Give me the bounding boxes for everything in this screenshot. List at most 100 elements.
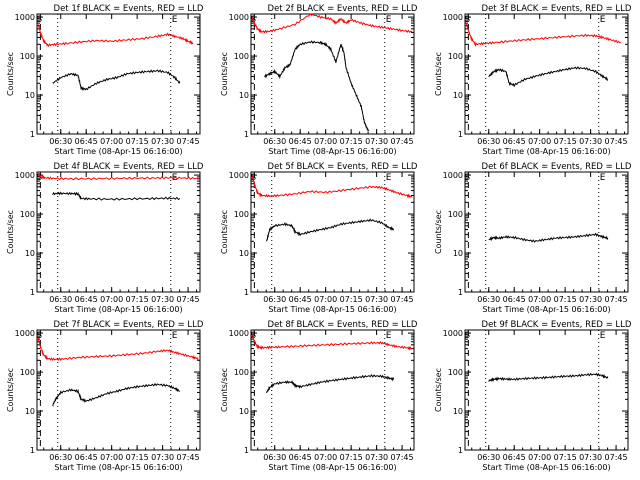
y-tick-label: 100	[20, 210, 35, 219]
x-tick-label: 06:45	[289, 137, 312, 146]
panel-title: Det 5f BLACK = Events, RED = LLD	[268, 162, 418, 172]
lld-series-line	[251, 334, 413, 351]
x-tick-label: 07:30	[365, 453, 388, 462]
x-tick-label: 07:15	[340, 453, 363, 462]
end-marker-label: E	[172, 331, 178, 341]
x-tick-label: 06:30	[49, 453, 72, 462]
plot-frame	[36, 171, 201, 293]
start-marker-label: S	[36, 15, 42, 25]
x-tick-label: 07:30	[151, 137, 174, 146]
x-tick-label: 06:30	[263, 295, 286, 304]
x-axis-label: Start Time (08-Apr-15 06:16:00)	[482, 463, 610, 472]
x-tick-label: 06:45	[289, 453, 312, 462]
x-tick-label: 07:00	[528, 137, 551, 146]
y-tick-label: 10	[239, 91, 249, 100]
lld-series-line	[465, 22, 622, 47]
x-tick-label: 07:30	[579, 295, 602, 304]
x-tick-label: 06:30	[477, 295, 500, 304]
x-tick-label: 07:00	[528, 295, 551, 304]
plot-frame	[250, 329, 415, 451]
y-tick-label: 1	[458, 446, 463, 455]
panel-det-6: Det 6f BLACK = Events, RED = LLD 1 10 100 10…	[434, 162, 632, 314]
y-tick-label: 1000	[443, 171, 463, 180]
x-tick-label: 07:30	[579, 453, 602, 462]
start-marker-label: S	[250, 331, 256, 341]
panel-det-3: Det 3f BLACK = Events, RED = LLD 1 10 100 10…	[434, 4, 632, 156]
x-axis-label: Start Time (08-Apr-15 06:16:00)	[54, 305, 182, 314]
x-tick-label: 07:15	[126, 295, 149, 304]
panel-det-1: Det 1f BLACK = Events, RED = LLD 1 10 100 10…	[6, 4, 204, 156]
x-tick-label: 06:45	[503, 295, 526, 304]
panel-title: Det 1f BLACK = Events, RED = LLD	[54, 4, 204, 14]
y-tick-label: 1000	[15, 13, 35, 22]
y-tick-label: 1000	[443, 13, 463, 22]
y-tick-label: 10	[453, 249, 463, 258]
x-tick-label: 07:30	[579, 137, 602, 146]
x-tick-label: 07:45	[391, 295, 414, 304]
x-tick-label: 06:45	[503, 137, 526, 146]
x-tick-label: 07:15	[126, 453, 149, 462]
lld-series-line	[251, 13, 413, 34]
x-tick-label: 07:00	[314, 137, 337, 146]
x-tick-label: 07:00	[314, 295, 337, 304]
x-tick-label: 06:45	[75, 295, 98, 304]
y-tick-label: 1000	[229, 171, 249, 180]
x-axis-label: Start Time (08-Apr-15 06:16:00)	[268, 305, 396, 314]
x-tick-label: 07:45	[605, 453, 628, 462]
panel-det-8: Det 8f BLACK = Events, RED = LLD 1 10 100 10…	[220, 320, 418, 472]
events-series-line	[264, 40, 369, 132]
x-tick-label: 06:30	[49, 137, 72, 146]
x-tick-label: 07:15	[554, 137, 577, 146]
x-tick-label: 07:15	[340, 137, 363, 146]
x-tick-label: 07:45	[605, 137, 628, 146]
x-tick-label: 07:15	[340, 295, 363, 304]
plot-frame	[250, 171, 415, 293]
x-axis-label: Start Time (08-Apr-15 06:16:00)	[268, 463, 396, 472]
events-series-line	[52, 69, 181, 91]
end-marker-label: E	[600, 173, 606, 183]
y-axis-label: Counts/sec	[6, 52, 15, 96]
events-series-line	[488, 372, 609, 383]
y-tick-label: 1000	[15, 171, 35, 180]
panel-title: Det 6f BLACK = Events, RED = LLD	[482, 162, 632, 172]
x-tick-label: 07:00	[100, 137, 123, 146]
plot-frame	[36, 329, 201, 451]
x-tick-label: 07:30	[365, 295, 388, 304]
x-tick-label: 06:45	[289, 295, 312, 304]
plot-frame	[464, 13, 629, 135]
y-tick-label: 100	[234, 52, 249, 61]
panel-title: Det 4f BLACK = Events, RED = LLD	[54, 162, 204, 172]
y-axis-label: Counts/sec	[220, 368, 229, 412]
x-tick-label: 07:00	[528, 453, 551, 462]
y-axis-label: Counts/sec	[220, 210, 229, 254]
end-marker-label: E	[386, 173, 392, 183]
y-tick-label: 100	[448, 52, 463, 61]
plot-frame	[464, 329, 629, 451]
y-tick-label: 1	[30, 446, 35, 455]
y-axis-label: Counts/sec	[6, 210, 15, 254]
lld-series-line	[251, 175, 413, 199]
plot-frame	[464, 171, 629, 293]
x-tick-label: 06:30	[263, 137, 286, 146]
events-series-line	[488, 232, 609, 243]
x-tick-label: 06:30	[477, 453, 500, 462]
x-axis-label: Start Time (08-Apr-15 06:16:00)	[482, 147, 610, 156]
x-tick-label: 06:30	[477, 137, 500, 146]
panel-title: Det 3f BLACK = Events, RED = LLD	[482, 4, 632, 14]
x-tick-label: 07:00	[100, 453, 123, 462]
y-tick-label: 1	[30, 130, 35, 139]
x-tick-label: 06:30	[263, 453, 286, 462]
panel-det-5: Det 5f BLACK = Events, RED = LLD 1 10 100 10…	[220, 162, 418, 314]
y-axis-label: Counts/sec	[6, 368, 15, 412]
x-tick-label: 07:15	[126, 137, 149, 146]
x-axis-label: Start Time (08-Apr-15 06:16:00)	[54, 147, 182, 156]
x-tick-label: 07:45	[177, 295, 200, 304]
y-axis-label: Counts/sec	[434, 52, 443, 96]
panel-title: Det 9f BLACK = Events, RED = LLD	[482, 320, 632, 330]
end-marker-label: E	[600, 15, 606, 25]
y-tick-label: 100	[448, 210, 463, 219]
y-tick-label: 10	[453, 407, 463, 416]
y-tick-label: 100	[234, 368, 249, 377]
panel-title: Det 2f BLACK = Events, RED = LLD	[268, 4, 418, 14]
y-tick-label: 100	[234, 210, 249, 219]
